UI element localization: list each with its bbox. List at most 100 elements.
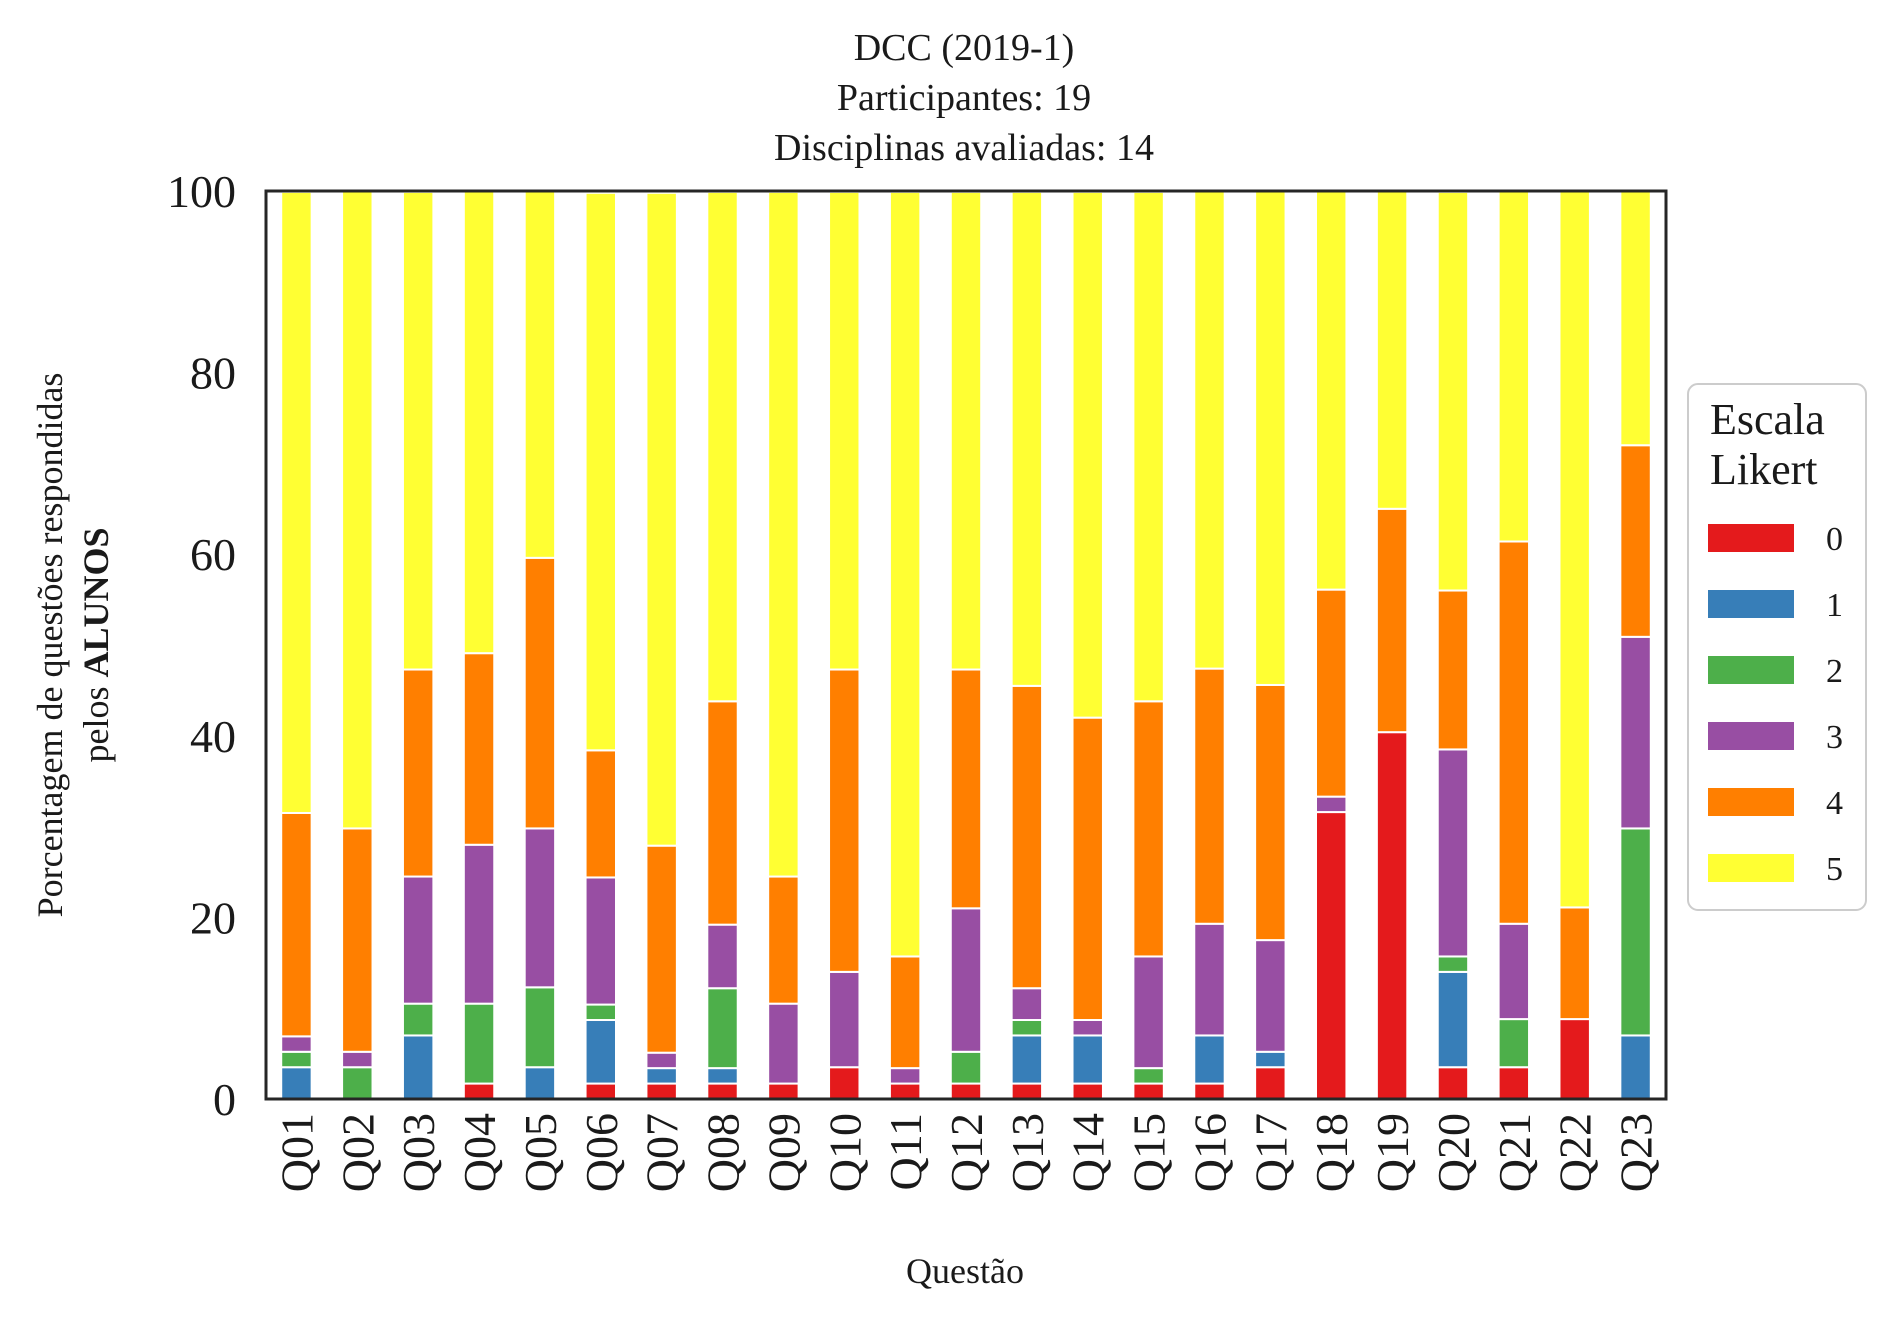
bar-q13-level-2	[1010, 1019, 1044, 1037]
bar-q09-level-3	[767, 1002, 800, 1085]
x-tick-label-q14: Q14	[1063, 1113, 1114, 1192]
bar-q01-level-3	[280, 1035, 313, 1053]
bar-q01-level-5	[280, 190, 313, 814]
x-tick-label-q08: Q08	[698, 1113, 749, 1192]
y-axis-title-line-2: pelos ALUNOS	[76, 527, 116, 762]
bar-q16-level-1	[1193, 1034, 1226, 1085]
bar-q13-level-0	[1010, 1082, 1044, 1100]
bar-q16-level-3	[1193, 922, 1226, 1037]
bar-q01-level-2	[280, 1050, 313, 1069]
bar-q17-level-1	[1254, 1050, 1287, 1069]
legend-swatch-4	[1708, 788, 1794, 816]
bar-q06-level-1	[584, 1019, 618, 1085]
bar-q21-level-5	[1497, 190, 1531, 543]
bar-q12-level-2	[949, 1050, 983, 1085]
bar-q13-level-4	[1010, 684, 1044, 990]
bar-q06-level-3	[584, 876, 618, 1006]
y-tick-label: 60	[190, 529, 236, 580]
bar-q04-level-3	[462, 843, 496, 1005]
y-axis-title-line-1: Porcentagem de questões respondidas	[30, 373, 70, 918]
bar-q20-level-1	[1436, 970, 1470, 1069]
x-tick-label-q22: Q22	[1550, 1113, 1601, 1192]
plot-frame	[264, 189, 1668, 1101]
legend-label-0: 0	[1826, 521, 1843, 558]
x-tick-label-q01: Q01	[271, 1113, 322, 1192]
bar-q17-level-5	[1254, 190, 1287, 686]
bar-q19-level-4	[1375, 507, 1409, 734]
y-tick-label: 100	[167, 166, 236, 217]
x-tick-label-q10: Q10	[819, 1113, 870, 1192]
bar-q13-level-5	[1010, 190, 1044, 687]
legend-swatch-5	[1708, 854, 1794, 882]
bar-q23-level-4	[1619, 444, 1652, 638]
bar-q15-level-3	[1132, 955, 1165, 1070]
bar-q06-level-4	[584, 749, 618, 879]
bar-q19-level-0	[1375, 731, 1409, 1101]
bar-q10-level-4	[828, 668, 861, 973]
legend-swatch-1	[1708, 590, 1794, 618]
chart-title: DCC (2019-1) Participantes: 19 Disciplin…	[774, 27, 1154, 169]
legend-label-1: 1	[1826, 587, 1843, 624]
bar-q07-level-5	[645, 191, 678, 847]
bar-q14-level-1	[1071, 1034, 1104, 1085]
bar-q10-level-0	[828, 1066, 861, 1100]
legend-box	[1687, 383, 1867, 911]
bar-q15-level-5	[1132, 190, 1165, 703]
x-tick-label-q19: Q19	[1367, 1113, 1418, 1192]
legend-label-4: 4	[1826, 785, 1843, 822]
bar-q02-level-4	[341, 827, 374, 1053]
bar-q03-level-1	[401, 1034, 435, 1100]
bar-q11-level-3	[888, 1067, 922, 1085]
bar-q21-level-3	[1497, 922, 1531, 1021]
bar-q10-level-5	[828, 190, 861, 671]
x-tick-label-q04: Q04	[454, 1113, 505, 1192]
x-tick-label-q02: Q02	[332, 1113, 383, 1192]
bar-q05-level-2	[523, 986, 557, 1069]
bar-q15-level-2	[1132, 1067, 1165, 1085]
bar-q15-level-4	[1132, 700, 1165, 958]
bar-q03-level-5	[401, 190, 435, 671]
bar-q23-level-1	[1619, 1034, 1652, 1100]
bar-q18-level-3	[1315, 795, 1348, 814]
bar-q04-level-5	[462, 190, 496, 655]
bar-q08-level-1	[706, 1067, 739, 1085]
bar-q21-level-4	[1497, 540, 1531, 925]
bar-q23-level-3	[1619, 635, 1652, 830]
bar-q21-level-2	[1497, 1018, 1531, 1069]
bar-q12-level-4	[949, 668, 983, 910]
bar-q07-level-4	[645, 844, 678, 1054]
legend-swatch-3	[1708, 722, 1794, 750]
bar-q06-level-5	[584, 191, 618, 752]
bar-q17-level-4	[1254, 683, 1287, 942]
x-tick-label-q07: Q07	[637, 1113, 688, 1192]
bar-q16-level-4	[1193, 667, 1226, 925]
bar-q19-level-5	[1375, 189, 1409, 510]
bar-q06-level-0	[584, 1082, 618, 1100]
x-tick-label-q06: Q06	[576, 1113, 627, 1192]
y-axis-ticks: 0 20 40 60 80 100	[167, 166, 236, 1125]
bar-q06-level-2	[584, 1003, 618, 1022]
x-tick-label-q11: Q11	[880, 1113, 931, 1191]
legend-label-2: 2	[1826, 653, 1843, 690]
x-tick-label-q13: Q13	[1002, 1113, 1053, 1192]
x-tick-label-q23: Q23	[1611, 1113, 1662, 1192]
legend: Escala Likert 0 1 2 3 4 5	[1687, 383, 1867, 911]
bar-q22-level-0	[1558, 1018, 1591, 1101]
legend-label-5: 5	[1826, 851, 1843, 888]
legend-label-3: 3	[1826, 719, 1843, 756]
title-line-1: DCC (2019-1)	[854, 27, 1075, 69]
bar-q20-level-0	[1436, 1066, 1470, 1100]
bar-q20-level-3	[1436, 748, 1470, 958]
bar-q02-level-2	[341, 1066, 374, 1100]
x-tick-label-q05: Q05	[515, 1113, 566, 1192]
bar-q21-level-0	[1497, 1066, 1531, 1100]
bar-q11-level-0	[888, 1082, 922, 1100]
bar-q03-level-3	[401, 875, 435, 1005]
x-tick-label-q21: Q21	[1489, 1113, 1540, 1192]
bar-q23-level-2	[1619, 827, 1652, 1037]
bar-q12-level-5	[949, 190, 983, 671]
bar-q16-level-5	[1193, 190, 1226, 670]
bar-q22-level-5	[1558, 190, 1591, 909]
x-tick-label-q17: Q17	[1245, 1113, 1296, 1192]
